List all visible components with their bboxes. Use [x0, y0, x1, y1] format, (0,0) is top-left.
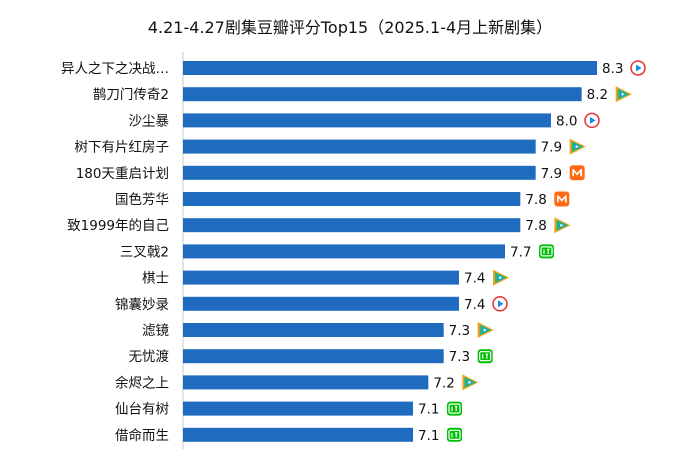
iqiyi-platform-icon: [447, 401, 462, 416]
bar: [183, 401, 413, 416]
tencent-platform-icon: [615, 86, 632, 103]
value-label: 7.9: [541, 140, 562, 156]
category-label: 国色芳华: [115, 191, 169, 208]
category-label: 滤镜: [142, 323, 169, 339]
value-label: 7.4: [464, 271, 485, 287]
tencent-platform-icon: [477, 322, 494, 338]
value-label: 7.3: [449, 323, 470, 339]
iqiyi-platform-icon: [539, 244, 554, 259]
category-label: 仙台有树: [115, 402, 169, 418]
value-label: 7.8: [525, 218, 546, 234]
bar: [183, 244, 505, 259]
category-label: 树下有片红房子: [75, 140, 170, 156]
mango-platform-icon: [554, 191, 570, 207]
bar: [183, 192, 521, 206]
value-label: 7.7: [510, 244, 531, 260]
value-label: 7.9: [541, 166, 562, 182]
category-label: 异人之下之决战…: [61, 61, 169, 77]
bar: [183, 139, 536, 154]
iqiyi-platform-icon: [447, 427, 462, 442]
chart-title: 4.21-4.27剧集豆瓣评分Top15（2025.1-4月上新剧集）: [147, 18, 553, 37]
value-label: 7.2: [433, 375, 454, 391]
youku-platform-icon: [492, 296, 508, 312]
value-label: 7.1: [418, 402, 439, 418]
category-label: 无忧渡: [129, 349, 170, 365]
tencent-platform-icon: [554, 217, 571, 234]
value-label: 8.2: [587, 87, 608, 103]
category-label: 余烬之上: [115, 374, 169, 391]
tencent-platform-icon: [569, 138, 586, 155]
mango-platform-icon: [569, 165, 585, 181]
bar: [183, 349, 444, 364]
category-label: 鹊刀门传奇2: [93, 86, 169, 103]
bar: [183, 218, 521, 233]
category-label: 沙尘暴: [129, 113, 170, 129]
bar: [183, 375, 429, 390]
iqiyi-platform-icon: [477, 349, 493, 364]
value-label: 8.0: [556, 113, 577, 129]
youku-platform-icon: [630, 60, 646, 76]
bar: [183, 165, 536, 180]
category-label: 棋士: [142, 271, 169, 287]
category-label: 180天重启计划: [76, 166, 169, 182]
category-label: 借命而生: [115, 427, 169, 444]
bar: [183, 270, 459, 285]
bar: [183, 427, 413, 442]
tencent-platform-icon: [493, 269, 509, 286]
value-label: 7.4: [464, 297, 485, 313]
value-label: 7.8: [525, 192, 546, 208]
youku-platform-icon: [584, 112, 600, 129]
bar: [183, 87, 582, 102]
category-label: 致1999年的自己: [67, 218, 169, 234]
bar: [183, 296, 459, 311]
category-label: 三叉戟2: [120, 244, 169, 260]
tencent-platform-icon: [462, 374, 479, 391]
category-label: 锦囊妙录: [115, 296, 169, 313]
bar: [183, 61, 597, 75]
bar: [183, 323, 444, 337]
bar: [183, 113, 551, 128]
value-label: 7.3: [449, 349, 470, 365]
value-label: 8.3: [602, 61, 623, 77]
value-label: 7.1: [418, 428, 439, 444]
